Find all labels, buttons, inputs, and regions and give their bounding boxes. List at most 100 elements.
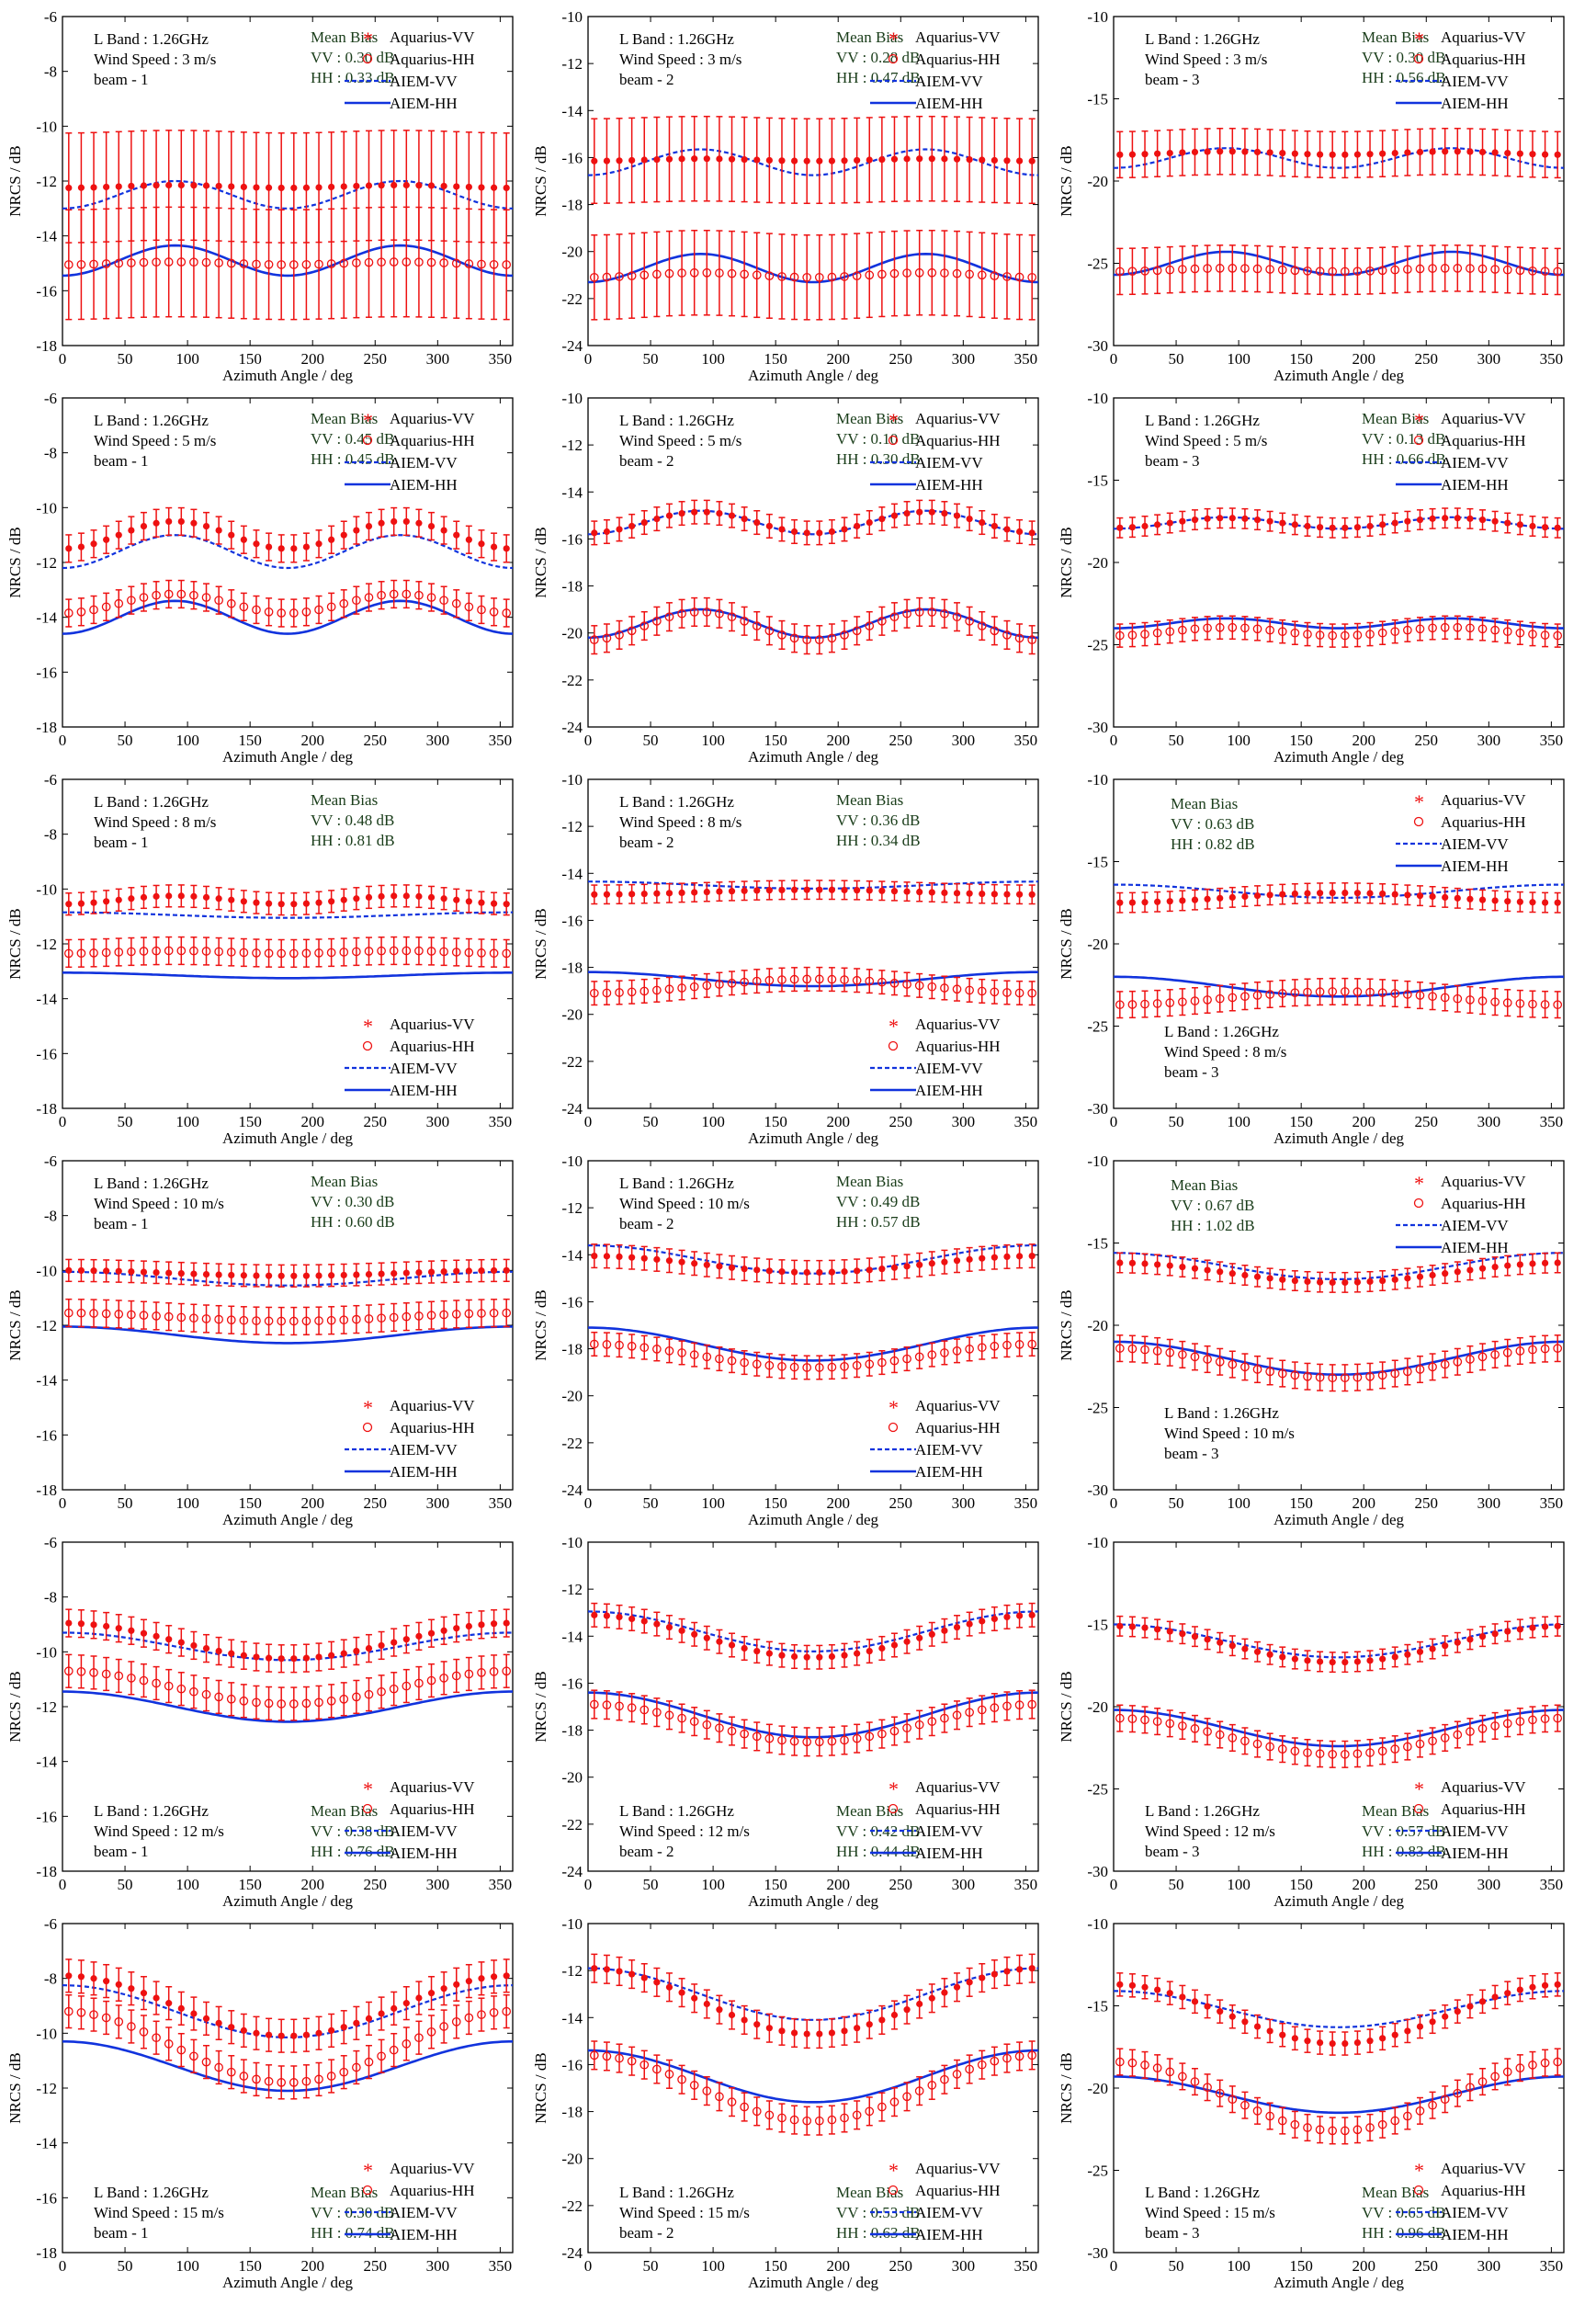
- data-point-aquarius-hh: [1340, 987, 1350, 996]
- data-point-aquarius-hh: [952, 268, 962, 278]
- data-point-aquarius-hh: [264, 259, 274, 269]
- data-point-aquarius-hh: [1115, 1344, 1125, 1353]
- data-point-aquarius-vv: [1541, 524, 1549, 531]
- y-tick-label: -18: [36, 1482, 57, 1499]
- legend-label: Aquarius-VV: [1441, 28, 1526, 46]
- data-point-aquarius-vv: [1179, 149, 1186, 156]
- data-point-aquarius-vv: [103, 536, 110, 543]
- data-point-aquarius-hh: [414, 946, 424, 956]
- data-point-aquarius-hh: [977, 986, 987, 996]
- data-point-aquarius-vv: [866, 1266, 873, 1274]
- data-point-aquarius-vv: [1329, 889, 1336, 897]
- data-point-aquarius-vv: [427, 893, 436, 901]
- data-point-aquarius-vv: [1291, 890, 1298, 898]
- data-point-aquarius-vv: [953, 890, 961, 897]
- x-axis-label: Azimuth Angle / deg: [222, 367, 354, 384]
- bias-text: HH : 0.60 dB: [311, 1213, 395, 1231]
- legend-circle-icon: [888, 1803, 899, 1814]
- data-point-aquarius-vv: [453, 1625, 460, 1632]
- data-point-aquarius-hh: [840, 272, 849, 281]
- legend-label: AIEM-HH: [390, 1845, 458, 1862]
- data-point-aquarius-vv: [691, 1260, 698, 1267]
- data-point-aquarius-hh: [364, 947, 374, 956]
- data-point-aquarius-hh: [1140, 999, 1149, 1009]
- data-point-aquarius-hh: [1290, 1370, 1300, 1380]
- data-point-aquarius-vv: [1003, 1613, 1011, 1621]
- data-point-aquarius-hh: [1390, 989, 1400, 998]
- data-point-aquarius-vv: [1504, 149, 1511, 157]
- data-point-aquarius-hh: [677, 1713, 686, 1723]
- data-point-aquarius-vv: [966, 1620, 973, 1628]
- data-point-aquarius-vv: [1217, 1268, 1224, 1276]
- chart-panel-wind8-beam1: 0 50 100 150 200 250 300 350 -18 -16 -14 -12 -10 -8 -6…: [6, 771, 514, 1147]
- data-point-aquarius-vv: [440, 1627, 447, 1634]
- data-point-aquarius-hh: [1027, 635, 1037, 645]
- data-point-aquarius-vv: [841, 157, 848, 165]
- data-point-aquarius-vv: [140, 1268, 148, 1276]
- data-point-aquarius-vv: [1128, 1259, 1137, 1266]
- data-point-aquarius-hh: [1190, 624, 1200, 634]
- x-axis-label: Azimuth Angle / deg: [748, 1511, 879, 1528]
- y-axis-label: NRCS / dB: [532, 527, 549, 597]
- data-point-aquarius-vv: [503, 901, 510, 908]
- plot-frame: [587, 1160, 1039, 1491]
- y-tick-label: -10: [561, 1534, 583, 1551]
- data-point-aquarius-vv: [878, 155, 886, 164]
- series-line-aiem-vv: [1114, 883, 1564, 899]
- data-point-aquarius-hh: [702, 1720, 712, 1730]
- data-point-aquarius-hh: [977, 270, 987, 280]
- data-point-aquarius-hh: [1277, 1368, 1287, 1379]
- data-point-aquarius-vv: [741, 155, 748, 164]
- data-point-aquarius-hh: [640, 621, 650, 630]
- data-point-aquarius-vv: [1316, 524, 1324, 531]
- data-point-aquarius-vv: [903, 1638, 911, 1645]
- data-point-aquarius-vv: [77, 1266, 85, 1275]
- x-tick-label: 0: [59, 1113, 67, 1130]
- data-point-aquarius-hh: [339, 598, 349, 608]
- data-point-aquarius-hh: [426, 593, 436, 602]
- data-point-aquarius-hh: [63, 1666, 74, 1676]
- y-tick-label: -20: [561, 625, 583, 642]
- data-point-aquarius-vv: [402, 181, 410, 189]
- chart-panel-wind10-beam1: 0 50 100 150 200 250 300 350 -18 -16 -14 -12 -10 -8 -6…: [6, 1152, 514, 1528]
- x-tick-label: 100: [1227, 1494, 1251, 1512]
- data-point-aquarius-vv: [1304, 522, 1311, 530]
- data-point-aquarius-hh: [990, 271, 1000, 281]
- y-tick-label: -10: [36, 499, 57, 517]
- series-line-aiem-vv: [588, 1244, 1038, 1275]
- data-point-aquarius-vv: [1329, 151, 1336, 158]
- x-tick-label: 50: [643, 732, 659, 749]
- bias-text: VV : 0.67 dB: [1171, 1197, 1254, 1214]
- y-tick-label: -18: [561, 578, 583, 596]
- data-point-aquarius-hh: [1303, 266, 1312, 276]
- data-point-aquarius-hh: [740, 616, 749, 626]
- info-text: L Band : 1.26GHz: [619, 30, 734, 48]
- data-point-aquarius-hh: [277, 1316, 287, 1326]
- y-tick-label: -20: [1087, 1317, 1108, 1334]
- data-point-aquarius-vv: [1154, 150, 1161, 157]
- data-point-aquarius-vv: [1466, 515, 1474, 522]
- data-point-aquarius-hh: [852, 975, 862, 985]
- data-point-aquarius-vv: [1416, 516, 1424, 524]
- data-point-aquarius-hh: [952, 1710, 962, 1720]
- legend-circle-icon: [362, 1422, 373, 1433]
- data-point-aquarius-hh: [1127, 630, 1138, 640]
- bias-text: HH : 1.02 dB: [1171, 1217, 1255, 1234]
- y-tick-label: -18: [561, 1341, 583, 1358]
- data-point-aquarius-hh: [802, 635, 812, 645]
- y-tick-label: -16: [561, 1293, 583, 1311]
- data-point-aquarius-vv: [854, 1650, 861, 1657]
- legend-label: Aquarius-HH: [390, 1419, 475, 1436]
- data-point-aquarius-hh: [114, 1310, 124, 1319]
- data-point-aquarius-hh: [1215, 264, 1225, 273]
- data-point-aquarius-vv: [990, 156, 998, 165]
- data-point-aquarius-vv: [1253, 1273, 1262, 1280]
- data-point-aquarius-hh: [176, 946, 187, 956]
- x-tick-label: 0: [1110, 1876, 1118, 1893]
- data-point-aquarius-vv: [1116, 1259, 1124, 1266]
- info-text: beam - 2: [619, 1215, 673, 1232]
- y-tick-label: -14: [36, 1754, 57, 1771]
- data-point-aquarius-hh: [63, 948, 74, 959]
- data-point-aquarius-hh: [189, 1686, 198, 1697]
- data-layer: [588, 115, 1038, 321]
